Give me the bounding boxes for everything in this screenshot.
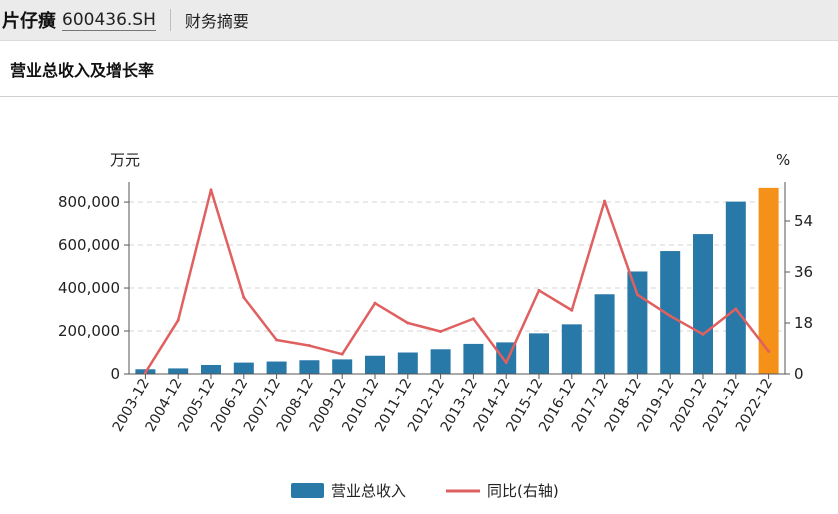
revenue-bar[interactable] [627, 271, 648, 374]
left-axis-unit: 万元 [110, 151, 140, 169]
revenue-bar[interactable] [430, 349, 451, 374]
right-axis-unit: % [776, 151, 790, 169]
yoy-growth-point[interactable] [701, 332, 705, 336]
legend-revenue-swatch[interactable] [291, 483, 324, 498]
top-bar: 片仔癀 600436.SH 财务摘要 [0, 0, 838, 41]
left-tick-label: 600,000 [58, 236, 120, 254]
chart-title-bar: 营业总收入及增长率 [0, 41, 838, 97]
right-tick-label: 0 [794, 365, 804, 383]
yoy-growth-point[interactable] [340, 352, 344, 356]
revenue-bar[interactable] [299, 360, 320, 374]
revenue-bar[interactable] [693, 234, 713, 374]
yoy-growth-point[interactable] [275, 338, 279, 342]
divider [169, 9, 171, 31]
revenue-bar[interactable] [660, 251, 681, 374]
revenue-bar[interactable] [266, 361, 287, 374]
stock-name: 片仔癀 [2, 11, 56, 32]
revenue-bar[interactable] [725, 201, 746, 374]
yoy-growth-point[interactable] [307, 344, 311, 348]
revenue-bar[interactable] [529, 333, 549, 374]
left-tick-label: 400,000 [58, 279, 120, 297]
yoy-growth-point[interactable] [242, 296, 246, 299]
revenue-bar[interactable] [561, 324, 582, 374]
yoy-growth-point[interactable] [176, 318, 180, 322]
revenue-bar[interactable] [365, 355, 385, 374]
revenue-bar[interactable] [233, 362, 254, 374]
revenue-bar[interactable] [332, 359, 353, 374]
legend-growth-label[interactable]: 同比(右轴) [487, 482, 559, 500]
financial-summary-link[interactable]: 财务摘要 [184, 12, 249, 31]
revenue-bar[interactable] [594, 294, 615, 374]
yoy-growth-point[interactable] [209, 188, 213, 192]
revenue-bar[interactable] [168, 368, 189, 374]
chart-title: 营业总收入及增长率 [10, 60, 155, 80]
revenue-chart: 万元 %0200,000400,000600,000800,00001836542… [58, 151, 813, 500]
yoy-growth-point[interactable] [767, 349, 771, 353]
revenue-bar[interactable] [463, 343, 484, 374]
stock-code-link[interactable]: 600436.SH [62, 9, 156, 31]
left-tick-label: 0 [110, 365, 120, 383]
yoy-growth-point[interactable] [668, 314, 672, 318]
yoy-growth-point[interactable] [504, 361, 508, 365]
yoy-growth-point[interactable] [373, 301, 377, 305]
revenue-bar[interactable] [397, 352, 418, 374]
revenue-bar[interactable] [758, 187, 779, 374]
yoy-growth-point[interactable] [439, 330, 443, 333]
yoy-growth-line[interactable] [144, 188, 770, 374]
yoy-growth-point[interactable] [734, 307, 738, 311]
legend-revenue-label[interactable]: 营业总收入 [331, 482, 406, 500]
right-tick-label: 54 [794, 212, 813, 230]
yoy-growth-point[interactable] [570, 308, 574, 312]
left-tick-label: 200,000 [58, 322, 120, 340]
yoy-growth-point[interactable] [635, 293, 639, 297]
right-tick-label: 36 [794, 263, 813, 281]
yoy-growth-point[interactable] [537, 288, 541, 292]
left-tick-label: 800,000 [58, 193, 120, 211]
right-tick-label: 18 [794, 314, 813, 332]
yoy-growth-point[interactable] [406, 321, 410, 325]
yoy-growth-point[interactable] [471, 317, 475, 321]
revenue-bar[interactable] [201, 364, 221, 374]
yoy-growth-point[interactable] [143, 371, 147, 375]
yoy-growth-point[interactable] [603, 199, 607, 203]
chart-area: 万元% 0 200,000 400,000 600,000 800,000 0 18 36 54 2… [0, 97, 838, 510]
